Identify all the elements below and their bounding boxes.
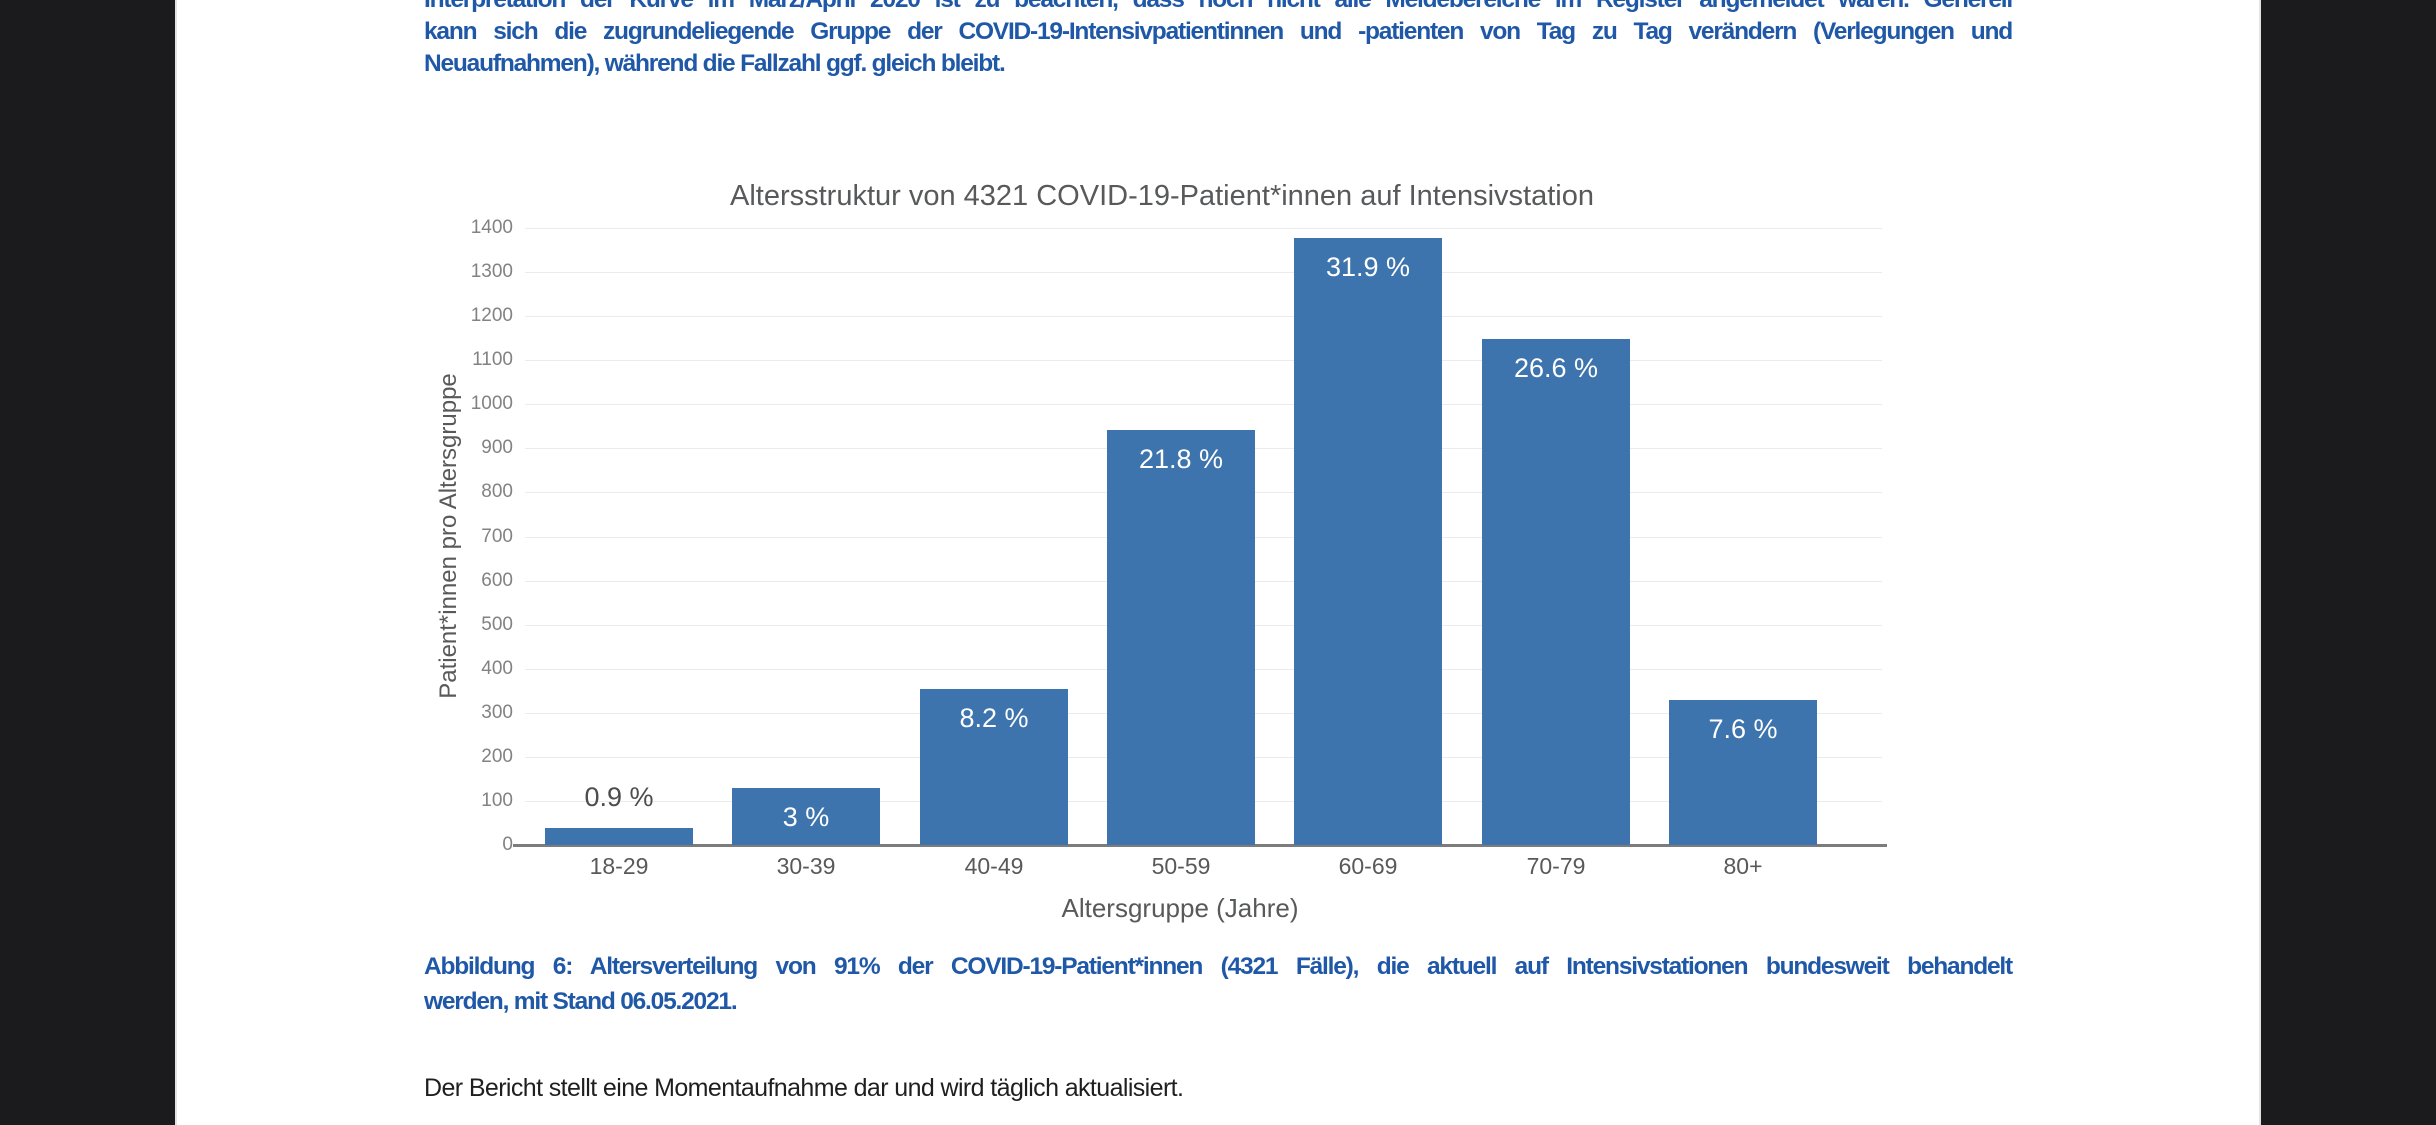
x-tick-label: 50-59 xyxy=(1151,853,1211,879)
y-tick-label: 1300 xyxy=(470,261,513,282)
bar-value-label: 8.2 % xyxy=(959,703,1029,733)
y-tick-label: 500 xyxy=(481,614,513,635)
y-tick-label: 200 xyxy=(481,746,513,767)
x-tick-label: 60-69 xyxy=(1338,853,1398,879)
x-axis-line xyxy=(513,844,1887,847)
x-tick-label: 40-49 xyxy=(964,853,1024,879)
caption-line: werden, mit Stand 06.05.2021. xyxy=(424,988,738,1015)
y-tick-label: 900 xyxy=(481,437,513,458)
y-tick-label: 1200 xyxy=(470,305,513,326)
plot-area: 0.9 % 3 % 8.2 % 21.8 % 31.9 % 26.6 % 7.6 % xyxy=(513,228,1887,847)
bar-70-79 xyxy=(1482,339,1630,845)
gridline xyxy=(525,360,1882,361)
y-tick-label: 100 xyxy=(481,790,513,811)
caption-line: Abbildung 6: Altersverteilung von 91% de… xyxy=(424,953,2013,980)
bar-value-label: 26.6 % xyxy=(1513,353,1599,383)
x-tick-label: 80+ xyxy=(1723,853,1763,879)
bar-50-59 xyxy=(1107,430,1255,845)
bar-80+ xyxy=(1669,700,1817,845)
y-tick-label: 700 xyxy=(481,526,513,547)
bar-value-label: 21.8 % xyxy=(1138,444,1224,474)
age-structure-bar-chart: Altersstruktur von 4321 COVID-19-Patient… xyxy=(177,0,2259,1125)
paragraph-register-note: Interpretation der Kurve im März/April 2… xyxy=(424,0,2013,80)
x-tick-label: 70-79 xyxy=(1526,853,1586,879)
paragraph-line: kann sich die zugrundeliegende Gruppe de… xyxy=(424,18,2013,45)
y-tick-label: 0 xyxy=(502,834,513,855)
x-tick-label: 18-29 xyxy=(589,853,649,879)
figure-caption: Abbildung 6: Altersverteilung von 91% de… xyxy=(424,949,2013,1019)
bar-18-29 xyxy=(545,828,693,845)
x-axis-title: Altersgruppe (Jahre) xyxy=(1061,893,1299,923)
bar-value-label: 7.6 % xyxy=(1708,714,1778,744)
bar-40-49 xyxy=(920,689,1068,845)
bar-60-69 xyxy=(1294,238,1442,845)
y-tick-label: 1000 xyxy=(470,393,513,414)
y-tick-label: 800 xyxy=(481,481,513,502)
y-tick-label: 1100 xyxy=(472,349,513,370)
body-paragraph: Der Bericht stellt eine Momentaufnahme d… xyxy=(424,1074,1184,1102)
bar-value-label: 31.9 % xyxy=(1325,252,1411,282)
bar-value-label: 0.9 % xyxy=(584,782,654,812)
y-tick-label: 1400 xyxy=(470,217,513,238)
x-tick-label: 30-39 xyxy=(776,853,836,879)
bar-30-39 xyxy=(732,788,880,845)
gridline xyxy=(525,228,1882,229)
bar-value-label: 3 % xyxy=(782,802,830,832)
gridline xyxy=(525,316,1882,317)
paragraph-line-clipped: Interpretation der Kurve im März/April 2… xyxy=(424,0,2013,16)
y-tick-label: 400 xyxy=(481,658,513,679)
document-page: Interpretation der Kurve im März/April 2… xyxy=(175,0,2261,1125)
letterbox-left xyxy=(0,0,175,1125)
y-tick-label: 300 xyxy=(481,702,513,723)
gridline xyxy=(525,404,1882,405)
paragraph-line: Neuaufnahmen), während die Fallzahl ggf.… xyxy=(424,50,1006,77)
chart-title: Altersstruktur von 4321 COVID-19-Patient… xyxy=(729,180,1594,212)
gridline xyxy=(525,272,1882,273)
letterbox-right xyxy=(2261,0,2436,1125)
y-tick-label: 600 xyxy=(481,570,513,591)
